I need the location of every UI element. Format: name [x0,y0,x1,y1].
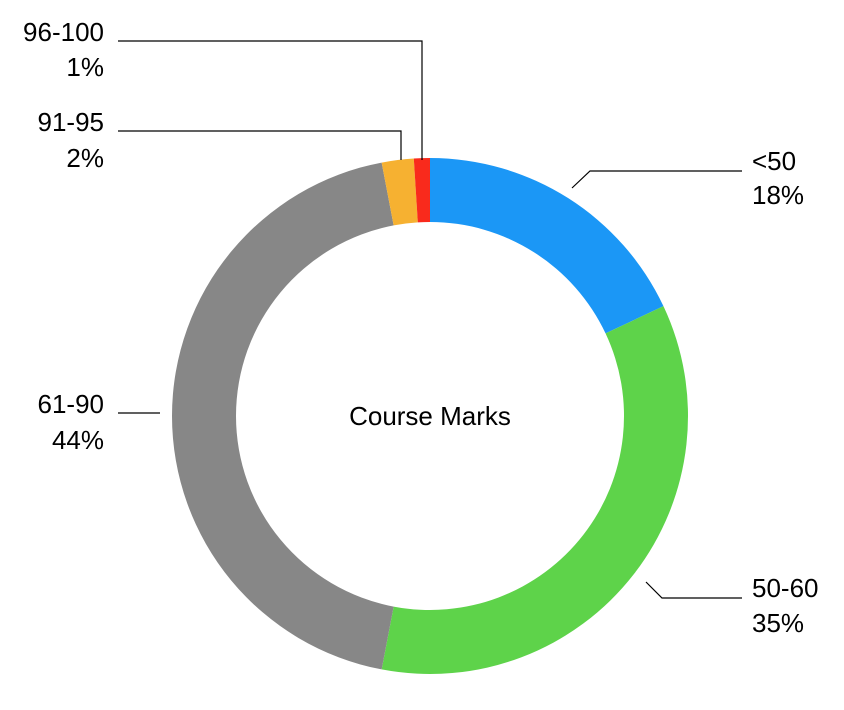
leader-line [571,170,742,189]
leader-lines [118,40,742,599]
slice-category-label: <50 [752,146,796,176]
slice-category-label: 91-95 [38,107,105,137]
slice-percent-label: 35% [752,608,804,638]
slice-percent-label: 1% [66,52,104,82]
slice-percent-label: 18% [752,180,804,210]
slice-category-label: 50-60 [752,573,819,603]
slice-labels: <50 18% 50-60 35% 61-90 44% 91-95 2% 96-100 1% [23,17,818,638]
leader-line [645,581,742,599]
chart-center-title: Course Marks [349,401,511,431]
donut-slice [430,158,664,334]
slice-category-label: 61-90 [38,389,105,419]
donut-slices [171,158,688,674]
slice-percent-label: 44% [52,425,104,455]
leader-line [118,130,402,160]
slice-percent-label: 2% [66,143,104,173]
leader-line [118,40,423,160]
donut-slice [413,158,430,223]
donut-slice [381,306,688,674]
slice-category-label: 96-100 [23,17,104,47]
donut-slice [381,158,418,226]
donut-slice [171,162,394,670]
